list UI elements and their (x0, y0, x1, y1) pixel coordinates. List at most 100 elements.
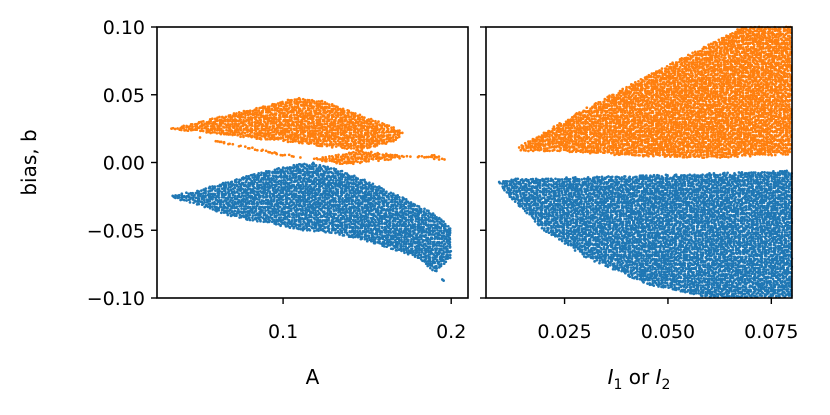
scatter-point (707, 117, 710, 121)
scatter-point (735, 64, 738, 68)
scatter-point (227, 129, 231, 132)
scatter-point (388, 133, 392, 137)
scatter-point (592, 132, 596, 136)
scatter-point (297, 111, 300, 114)
scatter-point (589, 137, 593, 141)
scatter-point (704, 89, 708, 92)
scatter-point (347, 146, 350, 149)
scatter-point (592, 110, 596, 114)
scatter-point (281, 136, 285, 140)
scatter-point (724, 113, 728, 117)
scatter-point (725, 38, 728, 42)
scatter-point (689, 106, 693, 110)
scatter-point (655, 98, 659, 101)
scatter-point (290, 130, 294, 134)
scatter-point (697, 100, 701, 103)
scatter-point (605, 110, 609, 114)
scatter-point (247, 116, 250, 120)
scatter-point (691, 130, 695, 134)
scatter-point (526, 146, 530, 149)
scatter-point (288, 110, 291, 114)
scatter-point (720, 55, 723, 59)
scatter-point (619, 102, 622, 106)
scatter-point (696, 82, 699, 85)
scatter-point (645, 146, 649, 149)
scatter-point (709, 73, 713, 77)
scatter-point (662, 133, 666, 136)
scatter-point (201, 129, 205, 133)
scatter-point (720, 78, 723, 81)
scatter-point (338, 162, 342, 166)
scatter-point (730, 90, 734, 94)
scatter-point (336, 132, 340, 136)
scatter-point (301, 120, 304, 123)
scatter-point (318, 123, 322, 127)
scatter-point (398, 129, 401, 132)
scatter-point (305, 126, 309, 130)
scatter-point (722, 38, 726, 42)
scatter-point (662, 106, 666, 110)
scatter-point (585, 106, 589, 110)
scatter-point (671, 118, 674, 121)
scatter-point (695, 74, 699, 78)
scatter-point (726, 116, 729, 120)
scatter-point (250, 118, 254, 122)
scatter-point (735, 36, 738, 40)
scatter-point (245, 128, 248, 132)
scatter-point (371, 119, 375, 123)
scatter-point (279, 117, 282, 121)
scatter-point (263, 115, 267, 119)
scatter-point (607, 142, 611, 145)
scatter-point (363, 116, 366, 119)
scatter-point (570, 131, 574, 134)
scatter-point (743, 146, 747, 150)
scatter-point (265, 114, 269, 117)
scatter-point (737, 148, 740, 152)
scatter-point (684, 91, 688, 94)
scatter-point (340, 127, 344, 130)
scatter-point (347, 139, 350, 143)
scatter-point (589, 132, 593, 136)
scatter-point (718, 150, 721, 154)
scatter-point (402, 155, 405, 159)
scatter-point (623, 117, 626, 121)
scatter-point (603, 135, 607, 139)
scatter-point (609, 122, 613, 125)
scatter-point (707, 73, 710, 77)
scatter-point (622, 148, 626, 152)
scatter-point (655, 140, 659, 144)
scatter-point (649, 115, 653, 119)
scatter-point (641, 144, 644, 147)
scatter-point (658, 99, 662, 103)
scatter-point (712, 144, 715, 147)
scatter-point (643, 104, 646, 108)
scatter-point (244, 120, 248, 123)
scatter-point (570, 150, 574, 154)
scatter-point (265, 127, 269, 130)
scatter-point (316, 157, 320, 161)
scatter-point (430, 155, 434, 159)
scatter-point (673, 91, 677, 94)
scatter-point (279, 108, 282, 112)
scatter-point (603, 139, 606, 143)
scatter-point (713, 135, 717, 139)
scatter-point (583, 139, 587, 143)
scatter-point (724, 56, 727, 60)
scatter-point (716, 69, 720, 72)
scatter-point (689, 98, 692, 102)
scatter-point (722, 80, 725, 83)
scatter-point (350, 125, 353, 129)
scatter-point (336, 155, 340, 159)
scatter-point (643, 148, 646, 151)
scatter-point (420, 154, 424, 158)
scatter-point (440, 157, 444, 161)
scatter-point (210, 128, 214, 132)
scatter-point (674, 150, 678, 154)
scatter-point (680, 122, 684, 126)
scatter-point (315, 100, 319, 104)
scatter-point (713, 45, 716, 49)
scatter-point (259, 137, 263, 141)
scatter-point (710, 120, 714, 124)
scatter-point (708, 67, 712, 70)
scatter-point (660, 122, 664, 126)
